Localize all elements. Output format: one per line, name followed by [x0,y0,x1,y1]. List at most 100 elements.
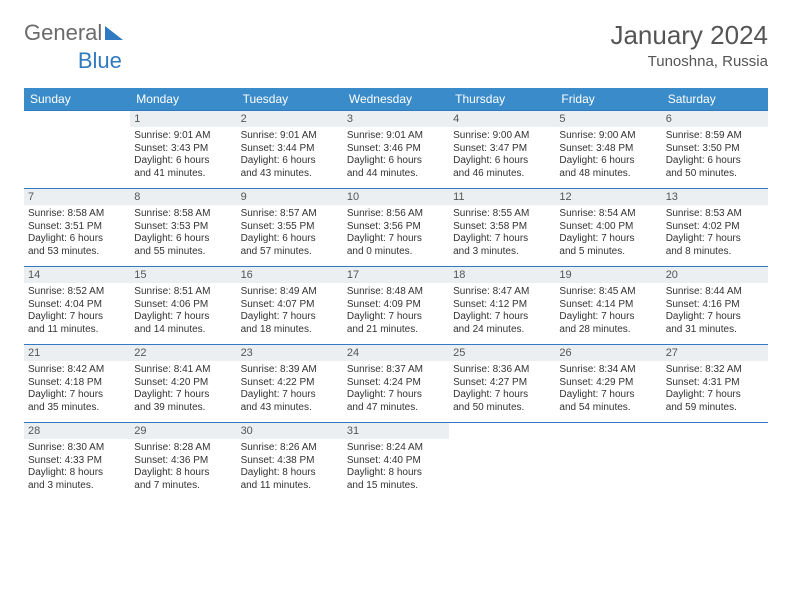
day-line: Sunset: 3:46 PM [347,143,445,156]
day-line: Sunset: 4:33 PM [28,455,126,468]
weekday-header-row: Sunday Monday Tuesday Wednesday Thursday… [24,88,768,110]
week-row: 14Sunrise: 8:52 AMSunset: 4:04 PMDayligh… [24,266,768,344]
day-cell: 26Sunrise: 8:34 AMSunset: 4:29 PMDayligh… [555,344,661,422]
day-cell: 27Sunrise: 8:32 AMSunset: 4:31 PMDayligh… [662,344,768,422]
day-line: Daylight: 8 hours [347,467,445,480]
weekday-fri: Friday [555,88,661,110]
day-cell: 1Sunrise: 9:01 AMSunset: 3:43 PMDaylight… [130,110,236,188]
day-number: 23 [237,344,343,361]
weekday-sat: Saturday [662,88,768,110]
day-body: Sunrise: 8:37 AMSunset: 4:24 PMDaylight:… [343,361,449,422]
day-line: and 53 minutes. [28,246,126,259]
day-line: Sunrise: 9:01 AM [134,130,232,143]
day-line: and 5 minutes. [559,246,657,259]
day-line: Sunset: 4:06 PM [134,299,232,312]
day-number: 25 [449,344,555,361]
day-cell: 18Sunrise: 8:47 AMSunset: 4:12 PMDayligh… [449,266,555,344]
day-line: and 28 minutes. [559,324,657,337]
day-line: Sunrise: 8:45 AM [559,286,657,299]
day-line: and 41 minutes. [134,168,232,181]
day-line: Daylight: 7 hours [559,311,657,324]
day-body: Sunrise: 8:41 AMSunset: 4:20 PMDaylight:… [130,361,236,422]
day-number: 5 [555,110,661,127]
day-body: Sunrise: 8:36 AMSunset: 4:27 PMDaylight:… [449,361,555,422]
day-number: 30 [237,422,343,439]
day-line: Sunset: 4:40 PM [347,455,445,468]
logo-part1: General [24,20,102,46]
day-line: Sunrise: 9:00 AM [559,130,657,143]
day-line: Sunrise: 8:59 AM [666,130,764,143]
location: Tunoshna, Russia [610,53,768,70]
day-line: and 15 minutes. [347,480,445,493]
day-body: Sunrise: 8:58 AMSunset: 3:51 PMDaylight:… [24,205,130,266]
day-body: Sunrise: 8:28 AMSunset: 4:36 PMDaylight:… [130,439,236,500]
day-body: Sunrise: 8:51 AMSunset: 4:06 PMDaylight:… [130,283,236,344]
day-body: Sunrise: 8:55 AMSunset: 3:58 PMDaylight:… [449,205,555,266]
day-number: 26 [555,344,661,361]
day-number: 14 [24,266,130,283]
day-line: Sunset: 4:04 PM [28,299,126,312]
day-number: 12 [555,188,661,205]
day-cell: 22Sunrise: 8:41 AMSunset: 4:20 PMDayligh… [130,344,236,422]
day-number: 29 [130,422,236,439]
day-line: Daylight: 7 hours [453,311,551,324]
day-line: and 24 minutes. [453,324,551,337]
day-number: 27 [662,344,768,361]
day-cell: 25Sunrise: 8:36 AMSunset: 4:27 PMDayligh… [449,344,555,422]
day-line: Daylight: 7 hours [559,389,657,402]
day-line: Sunset: 3:51 PM [28,221,126,234]
day-cell: 28Sunrise: 8:30 AMSunset: 4:33 PMDayligh… [24,422,130,500]
day-line: Daylight: 7 hours [134,311,232,324]
day-line: Sunset: 4:02 PM [666,221,764,234]
day-line: and 43 minutes. [241,168,339,181]
day-line: and 8 minutes. [666,246,764,259]
day-line: Sunrise: 8:49 AM [241,286,339,299]
day-line: Sunrise: 8:39 AM [241,364,339,377]
day-body: Sunrise: 8:52 AMSunset: 4:04 PMDaylight:… [24,283,130,344]
day-line: Sunrise: 9:00 AM [453,130,551,143]
day-line: and 46 minutes. [453,168,551,181]
day-body: Sunrise: 8:57 AMSunset: 3:55 PMDaylight:… [237,205,343,266]
weekday-thu: Thursday [449,88,555,110]
day-line: Sunrise: 8:57 AM [241,208,339,221]
day-cell: 5Sunrise: 9:00 AMSunset: 3:48 PMDaylight… [555,110,661,188]
day-cell: 16Sunrise: 8:49 AMSunset: 4:07 PMDayligh… [237,266,343,344]
day-cell [24,110,130,188]
day-line: Daylight: 7 hours [134,389,232,402]
day-body: Sunrise: 9:01 AMSunset: 3:46 PMDaylight:… [343,127,449,188]
day-line: Sunrise: 8:41 AM [134,364,232,377]
day-cell [662,422,768,500]
day-number: 9 [237,188,343,205]
day-body: Sunrise: 8:34 AMSunset: 4:29 PMDaylight:… [555,361,661,422]
day-body: Sunrise: 8:49 AMSunset: 4:07 PMDaylight:… [237,283,343,344]
day-cell: 9Sunrise: 8:57 AMSunset: 3:55 PMDaylight… [237,188,343,266]
weekday-sun: Sunday [24,88,130,110]
day-cell [449,422,555,500]
day-line: Daylight: 6 hours [28,233,126,246]
day-line: Sunset: 4:12 PM [453,299,551,312]
title-block: January 2024 Tunoshna, Russia [610,20,768,70]
day-line: Sunset: 4:38 PM [241,455,339,468]
day-line: Sunset: 4:22 PM [241,377,339,390]
calendar-body: 1Sunrise: 9:01 AMSunset: 3:43 PMDaylight… [24,110,768,500]
day-line: Daylight: 7 hours [347,311,445,324]
day-line: Sunset: 4:31 PM [666,377,764,390]
day-line: and 14 minutes. [134,324,232,337]
day-number: 13 [662,188,768,205]
day-line: Sunset: 3:58 PM [453,221,551,234]
day-body: Sunrise: 8:24 AMSunset: 4:40 PMDaylight:… [343,439,449,500]
day-line: Daylight: 7 hours [453,233,551,246]
day-line: and 11 minutes. [241,480,339,493]
day-line: and 18 minutes. [241,324,339,337]
day-line: Sunrise: 8:30 AM [28,442,126,455]
day-line: Sunrise: 8:26 AM [241,442,339,455]
day-number: 19 [555,266,661,283]
day-line: and 54 minutes. [559,402,657,415]
day-line: Daylight: 6 hours [666,155,764,168]
day-cell: 29Sunrise: 8:28 AMSunset: 4:36 PMDayligh… [130,422,236,500]
empty-day [24,110,130,127]
day-line: Daylight: 8 hours [134,467,232,480]
day-cell: 17Sunrise: 8:48 AMSunset: 4:09 PMDayligh… [343,266,449,344]
logo: General [24,20,123,46]
day-body: Sunrise: 9:00 AMSunset: 3:47 PMDaylight:… [449,127,555,188]
